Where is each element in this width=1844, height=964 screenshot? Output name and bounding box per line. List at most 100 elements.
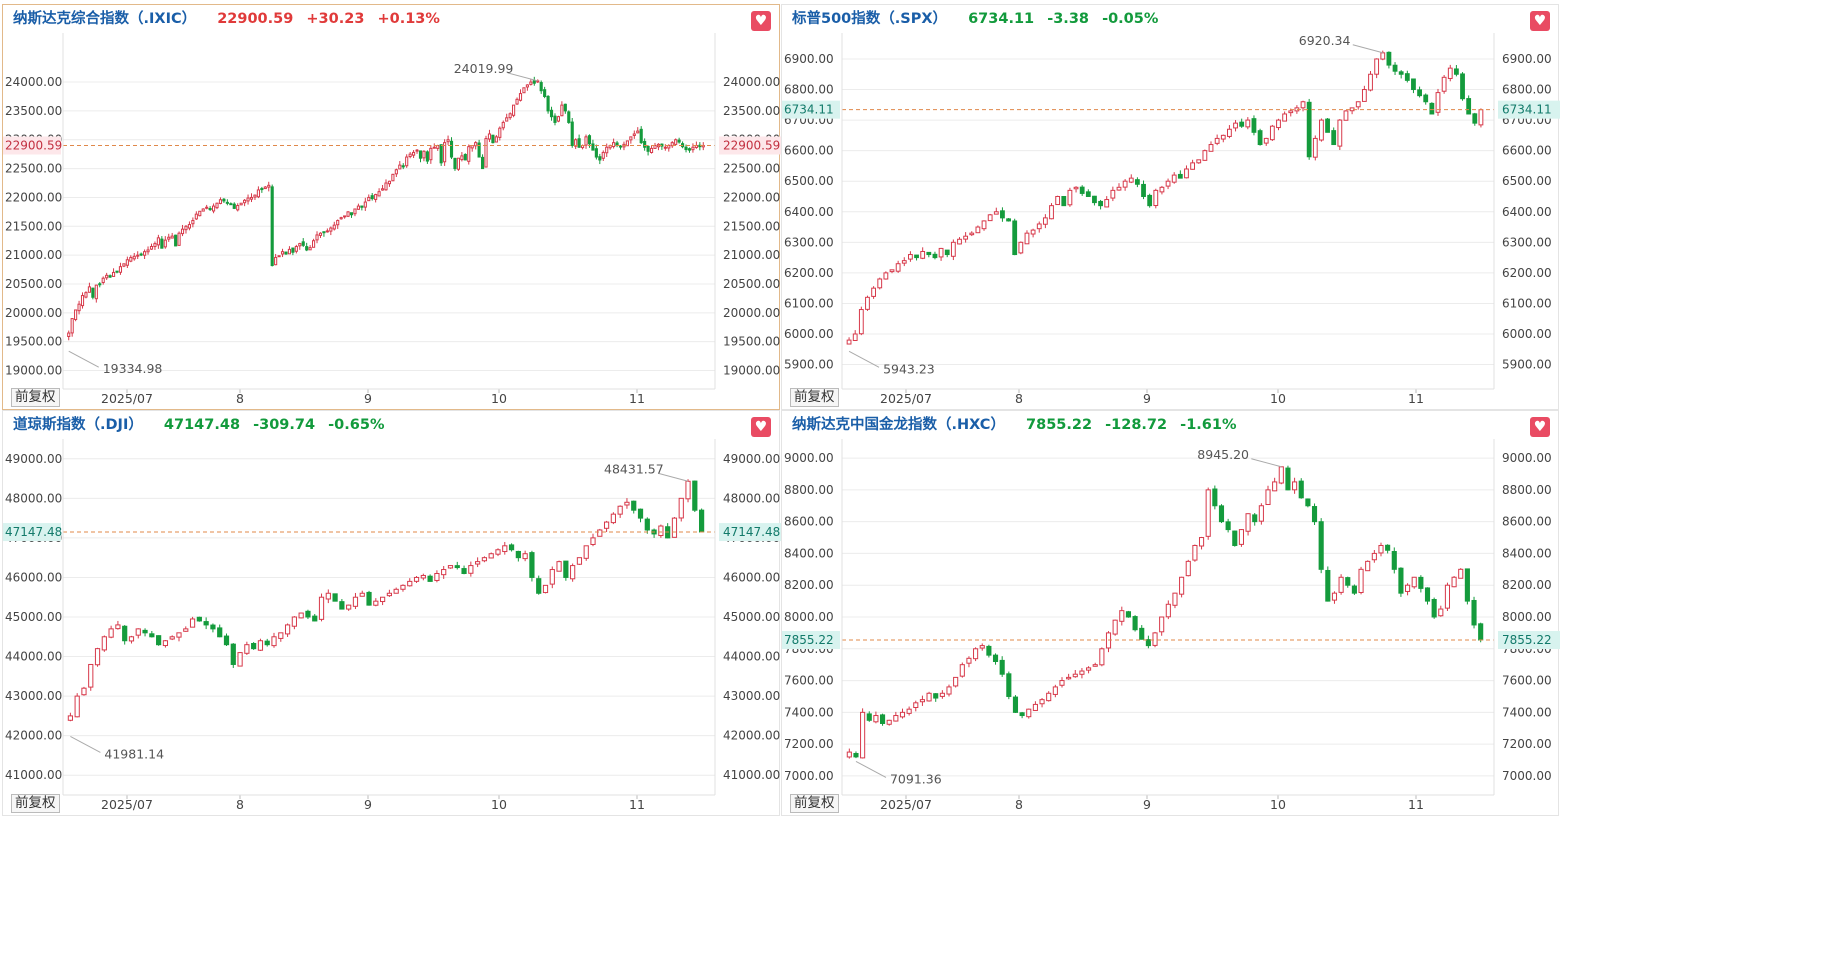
candle-body: [939, 692, 945, 697]
heart-icon[interactable]: ♥: [1530, 417, 1550, 437]
candle-body: [1179, 576, 1185, 595]
candle-body: [280, 251, 285, 255]
candle-body: [873, 715, 879, 723]
candle-body: [1006, 218, 1011, 222]
y-tick-label-left: 20500.00: [5, 277, 62, 291]
candle-body: [677, 139, 681, 143]
y-tick-label-right: 7200.00: [1502, 737, 1552, 751]
candle-body: [543, 89, 547, 97]
index-price: 7855.22: [1026, 417, 1093, 433]
y-tick-label-left: 5900.00: [784, 358, 834, 372]
candle-body: [926, 251, 932, 256]
candle-body: [87, 286, 91, 293]
heart-icon[interactable]: ♥: [751, 11, 771, 31]
candle-body: [325, 592, 331, 600]
candle-body: [969, 232, 975, 236]
last-price-tag-right-bg: [719, 136, 781, 155]
min-leader: [855, 760, 887, 778]
candle-body: [1423, 94, 1429, 103]
candle-body: [432, 146, 436, 149]
chart-panel-ixic[interactable]: 纳斯达克综合指数（.IXIC） 22900.59 +30.23 +0.13% ♥…: [2, 4, 781, 410]
y-tick-label-left: 41000.00: [5, 768, 62, 782]
x-tick-label: 11: [1408, 797, 1424, 812]
candle-body: [631, 500, 637, 511]
candle-body: [425, 151, 429, 162]
last-price-tag-left: 7855.22: [784, 633, 834, 647]
candle-body: [468, 565, 474, 574]
last-price-tag-right-bg: [1498, 631, 1560, 650]
adjust-button[interactable]: 前复权: [11, 794, 60, 813]
chart-panel-dji[interactable]: 道琼斯指数（.DJI） 47147.48 -309.74 -0.65% ♥ 49…: [2, 410, 781, 816]
candle-body: [352, 596, 359, 607]
candle-body: [1092, 664, 1098, 667]
heart-icon[interactable]: ♥: [1530, 11, 1550, 31]
candle-body: [1478, 623, 1484, 641]
candle-body: [415, 149, 419, 152]
y-tick-label-left: 21000.00: [5, 248, 62, 262]
candle-body: [685, 480, 691, 500]
candle-body: [394, 169, 398, 175]
candle-body: [1212, 488, 1218, 507]
candle-body: [1012, 696, 1019, 713]
candle-body: [515, 550, 521, 559]
candle-body: [1239, 121, 1245, 127]
candle-body: [973, 648, 979, 660]
candle-body: [871, 287, 877, 297]
candle-body: [1198, 537, 1205, 547]
candle-body: [1098, 200, 1103, 207]
candle-body: [1325, 118, 1330, 133]
candle-body: [1032, 703, 1038, 711]
y-tick-label-right: 21500.00: [723, 219, 780, 233]
candle-body: [88, 663, 94, 688]
adjust-button[interactable]: 前复权: [790, 388, 839, 407]
candle-body: [122, 263, 126, 267]
adjust-button[interactable]: 前复权: [11, 388, 60, 407]
y-tick-label-left: 6800.00: [784, 83, 834, 97]
candle-body: [189, 618, 196, 628]
candle-body: [374, 194, 378, 200]
adjust-button[interactable]: 前复权: [790, 794, 839, 813]
candle-body: [1478, 109, 1484, 126]
max-label: 8945.20: [1197, 447, 1249, 462]
max-leader: [507, 72, 538, 82]
candle-body: [879, 714, 886, 724]
candle-body: [236, 205, 240, 211]
chart-panel-spx[interactable]: 标普500指数（.SPX） 6734.11 -3.38 -0.05% ♥ 690…: [781, 4, 1560, 410]
candle-body: [384, 182, 388, 191]
y-tick-label-left: 8800.00: [784, 483, 834, 497]
candle-body: [329, 227, 333, 232]
y-tick-label-left: 6100.00: [784, 296, 834, 310]
candle-body: [393, 588, 399, 594]
candle-body: [434, 572, 440, 581]
max-label: 6920.34: [1299, 33, 1351, 48]
candle-body: [601, 151, 605, 159]
candle-body: [318, 232, 323, 236]
y-tick-label-left: 6600.00: [784, 144, 834, 158]
candle-body: [853, 752, 859, 758]
candle-body: [237, 652, 243, 667]
candle-body: [81, 687, 87, 696]
candle-body: [1172, 592, 1178, 606]
candle-body: [260, 188, 264, 191]
candle-body: [556, 561, 562, 572]
x-tick-label: 8: [236, 391, 244, 406]
heart-icon[interactable]: ♥: [751, 417, 771, 437]
candle-body: [1251, 118, 1257, 133]
candle-body: [184, 225, 188, 231]
y-tick-label-right: 20000.00: [723, 306, 780, 320]
candle-body: [149, 633, 155, 638]
candle-body: [1272, 481, 1278, 492]
candle-body: [377, 191, 381, 197]
candle-body: [1067, 189, 1073, 206]
chart-panel-hxc[interactable]: 纳斯达克中国金龙指数（.HXC） 7855.22 -128.72 -1.61% …: [781, 410, 1560, 816]
candle-body: [1318, 521, 1324, 570]
candle-body: [349, 212, 354, 216]
candle-body: [380, 188, 385, 191]
y-tick-label-right: 46000.00: [723, 570, 780, 584]
candle-body: [963, 235, 969, 240]
x-tick-label: 9: [1143, 391, 1151, 406]
min-label: 7091.36: [890, 771, 942, 786]
y-tick-label-right: 7600.00: [1502, 674, 1552, 688]
candle-body: [1285, 467, 1291, 491]
